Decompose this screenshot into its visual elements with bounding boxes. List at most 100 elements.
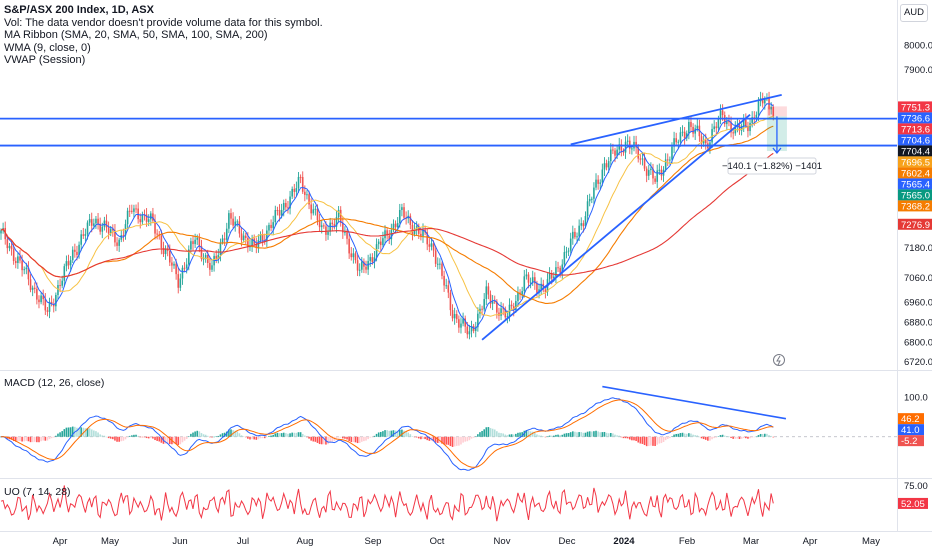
macd-histogram-bar bbox=[25, 436, 28, 441]
vwap-indicator[interactable]: VWAP (Session) bbox=[4, 54, 86, 66]
candle-down bbox=[380, 241, 382, 246]
macd-histogram-bar bbox=[464, 436, 466, 442]
macd-histogram-bar bbox=[228, 429, 230, 437]
macd-histogram-bar bbox=[544, 436, 547, 438]
macd-histogram-bar bbox=[603, 431, 606, 437]
uo-title[interactable]: UO (7, 14, 28) bbox=[4, 486, 71, 498]
candle-down bbox=[152, 213, 154, 221]
candle-down bbox=[46, 310, 49, 312]
macd-histogram-bar bbox=[753, 436, 756, 438]
lightning-icon bbox=[773, 354, 785, 366]
candle-up bbox=[439, 263, 441, 265]
macd-histogram-bar bbox=[166, 436, 169, 444]
candle-up bbox=[681, 131, 684, 133]
macd-histogram-bar bbox=[413, 436, 416, 438]
candle-up bbox=[572, 231, 574, 239]
macd-histogram-bar bbox=[276, 432, 279, 437]
price-tag-7565.4: 7565.4 bbox=[898, 178, 932, 190]
wma-indicator[interactable]: WMA (9, close, 0) bbox=[4, 41, 91, 54]
macd-histogram-bar bbox=[453, 436, 456, 447]
macd-histogram-bar bbox=[487, 427, 490, 437]
candle-down bbox=[285, 202, 287, 208]
macd-histogram-bar bbox=[316, 436, 319, 443]
macd-histogram-bar bbox=[198, 431, 201, 437]
candle-down bbox=[637, 147, 640, 159]
ma-ribbon-indicator[interactable]: MA Ribbon (SMA, 20, SMA, 50, SMA, 100, S… bbox=[4, 29, 268, 41]
macd-histogram-bar bbox=[320, 436, 323, 445]
currency-button[interactable]: AUD bbox=[900, 4, 928, 22]
price-tick-label: 6880.0 bbox=[904, 317, 932, 328]
price-tag-label: 7368.2 bbox=[901, 201, 930, 212]
macd-histogram-bar bbox=[460, 436, 462, 445]
candle-down bbox=[481, 308, 483, 310]
macd-histogram-bar bbox=[477, 434, 479, 437]
macd-histogram-bar bbox=[356, 436, 359, 444]
candle-up bbox=[517, 292, 519, 302]
candle-up bbox=[344, 232, 346, 234]
macd-histogram-bar bbox=[631, 436, 633, 441]
macd-histogram-bar bbox=[101, 435, 104, 437]
macd-histogram-bar bbox=[114, 436, 116, 441]
candle-down bbox=[304, 191, 306, 195]
macd-histogram-bar bbox=[660, 436, 663, 444]
candle-up bbox=[677, 141, 680, 143]
macd-histogram-bar bbox=[173, 436, 175, 444]
candle-up bbox=[289, 196, 291, 209]
candle-up bbox=[375, 244, 378, 258]
macd-histogram-bar bbox=[662, 436, 665, 442]
macd-histogram-bar bbox=[639, 436, 642, 444]
macd-histogram-bar bbox=[380, 431, 382, 437]
macd-histogram-bar bbox=[337, 436, 340, 438]
macd-histogram-bar bbox=[626, 436, 629, 439]
macd-histogram-bar bbox=[730, 436, 732, 438]
macd-histogram-bar bbox=[723, 435, 726, 437]
candle-up bbox=[396, 223, 399, 228]
time-axis-label: Jul bbox=[237, 536, 249, 547]
macd-histogram-bar bbox=[470, 436, 473, 439]
macd-title[interactable]: MACD (12, 26, close) bbox=[4, 377, 105, 389]
macd-histogram-bar bbox=[700, 436, 703, 439]
macd-histogram-bar bbox=[65, 427, 68, 437]
symbol-title[interactable]: S&P/ASX 200 Index, 1D, ASX bbox=[4, 4, 154, 16]
macd-histogram-bar bbox=[31, 436, 34, 443]
candle-up bbox=[63, 266, 66, 281]
macd-histogram-bar bbox=[485, 427, 488, 437]
measure-arrow-head bbox=[772, 147, 782, 155]
macd-histogram-bar bbox=[572, 431, 574, 437]
candle-up bbox=[194, 239, 196, 245]
macd-histogram-bar bbox=[510, 434, 513, 437]
macd-histogram-bar bbox=[358, 436, 361, 444]
candle-up bbox=[185, 264, 188, 269]
candle-down bbox=[122, 235, 125, 237]
candle-down bbox=[443, 275, 445, 286]
uo-tick-label: 75.00 bbox=[904, 481, 928, 492]
macd-histogram-bar bbox=[365, 436, 367, 441]
candle-up bbox=[274, 210, 277, 223]
macd-histogram-bar bbox=[633, 436, 635, 441]
candle-down bbox=[160, 235, 163, 248]
macd-histogram-bar bbox=[181, 436, 184, 443]
candle-up bbox=[565, 251, 568, 253]
candle-down bbox=[105, 220, 108, 228]
candle-up bbox=[373, 257, 376, 262]
macd-histogram-bar bbox=[12, 436, 15, 442]
candle-up bbox=[671, 146, 673, 160]
candle-up bbox=[147, 219, 150, 222]
candle-up bbox=[445, 285, 448, 287]
candle-up bbox=[71, 249, 74, 261]
price-tick-label: 6720.0 bbox=[904, 357, 932, 368]
candle-up bbox=[599, 182, 602, 184]
candle-down bbox=[287, 207, 289, 209]
candle-down bbox=[331, 222, 334, 225]
candle-down bbox=[99, 223, 101, 232]
candle-down bbox=[240, 233, 243, 241]
candle-up bbox=[225, 228, 228, 240]
candle-up bbox=[580, 223, 583, 226]
candle-down bbox=[301, 177, 304, 192]
candle-up bbox=[607, 161, 610, 168]
candle-up bbox=[500, 308, 502, 316]
candle-up bbox=[656, 170, 659, 182]
candle-down bbox=[112, 228, 114, 231]
macd-histogram-bar bbox=[569, 432, 572, 437]
